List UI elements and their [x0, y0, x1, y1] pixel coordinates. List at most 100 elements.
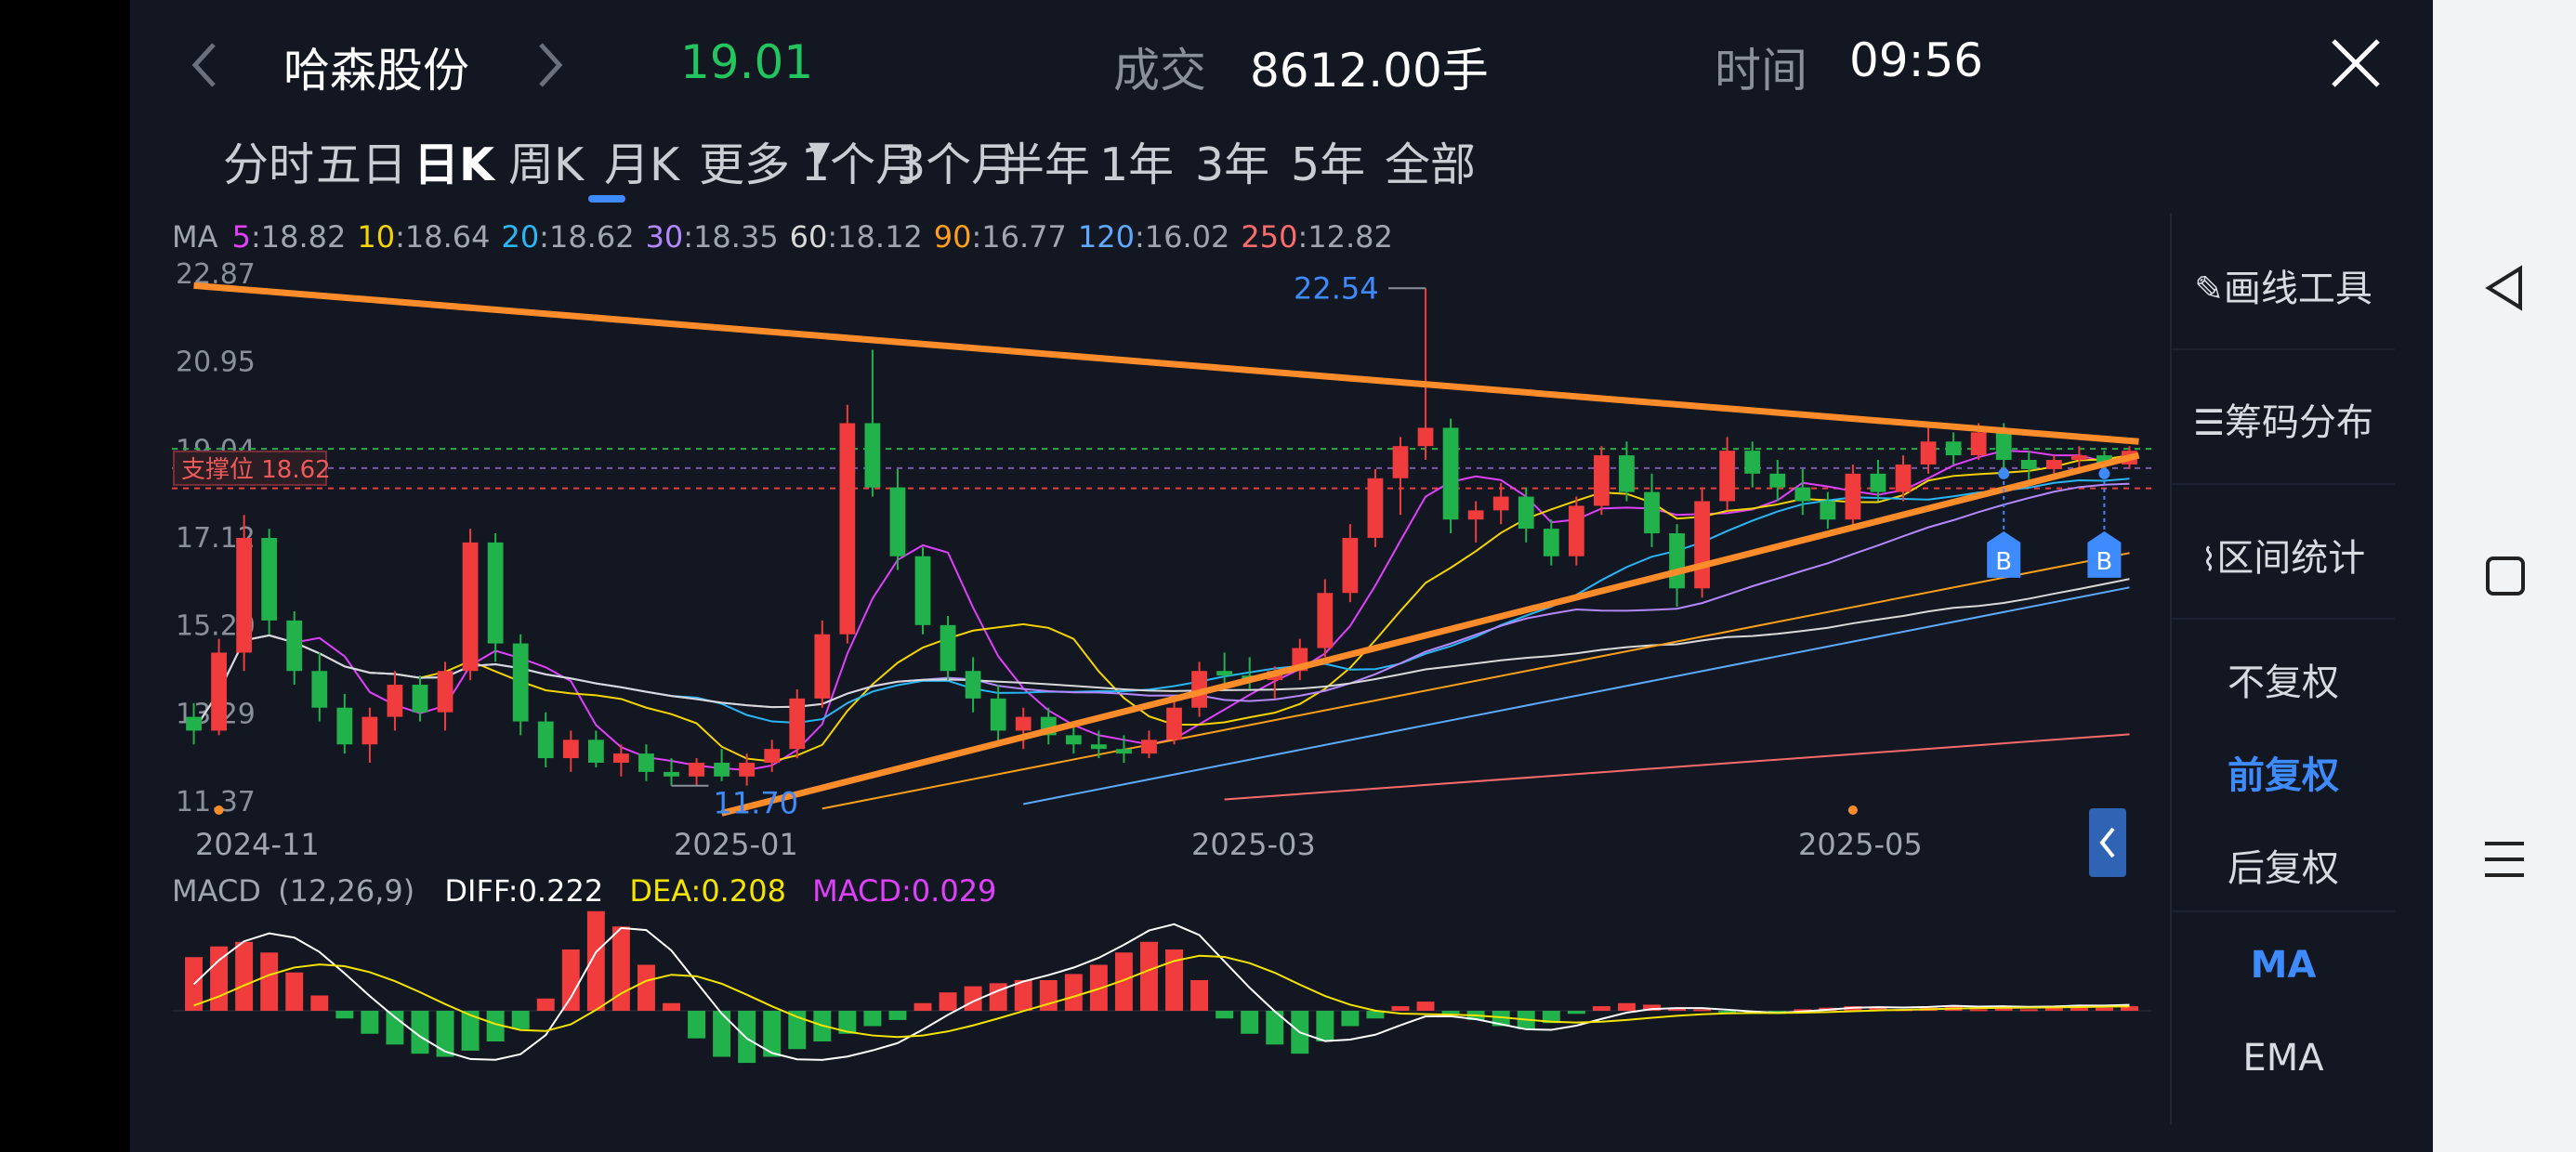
- candle-50: [1442, 418, 1459, 534]
- tab-8[interactable]: 半年: [999, 138, 1091, 191]
- macd-bar-2: [235, 941, 254, 1011]
- chevron-left-icon: [2099, 827, 2115, 858]
- ma-option[interactable]: MA: [2250, 944, 2317, 987]
- candle-30: [940, 615, 956, 681]
- candle-12: [487, 533, 504, 662]
- side-panel: ✎画线工具 ☰筹码分布 ⌇区间统计 不复权 前复权 后复权 MA EMA: [2170, 214, 2395, 1124]
- macd-bar-48: [1391, 1006, 1410, 1011]
- support-label-box: [173, 450, 327, 486]
- tab-1[interactable]: 五日: [316, 138, 408, 191]
- date-tick-1: 2025-01: [674, 827, 798, 862]
- macd-bar-74: [2044, 1007, 2063, 1011]
- macd-bar-9: [411, 1011, 429, 1054]
- tab-6[interactable]: 1个月: [801, 138, 922, 191]
- candle-14: [537, 712, 554, 767]
- macd-bar-23: [763, 1011, 782, 1057]
- tab-10[interactable]: 3年: [1195, 138, 1270, 191]
- volume-label: 成交: [1113, 44, 1206, 98]
- date-tick-3: 2025-05: [1798, 827, 1923, 862]
- candle-60: [1694, 487, 1710, 598]
- macd-bar-14: [536, 998, 555, 1011]
- macd-bar-58: [1643, 1004, 1661, 1011]
- trendline-resistance[interactable]: [193, 281, 2139, 445]
- candle-75: [2070, 446, 2087, 469]
- stock-name: 哈森股份: [283, 44, 469, 98]
- chip-distribution-button[interactable]: ☰筹码分布: [2192, 401, 2374, 444]
- ma-period-6: 120: [1077, 219, 1135, 255]
- tab-5[interactable]: 更多: [699, 138, 791, 191]
- tab-9[interactable]: 1年: [1099, 138, 1175, 191]
- macd-bar-73: [2019, 1009, 2038, 1012]
- trendline-support[interactable]: [720, 452, 2140, 817]
- home-nav-icon[interactable]: [2485, 556, 2526, 596]
- candle-0: [186, 702, 202, 745]
- macd-bar-39: [1165, 949, 1183, 1011]
- candle-56: [1594, 446, 1610, 516]
- forward-adjust-option[interactable]: 前复权: [2228, 754, 2339, 797]
- kline-screen: 哈森股份 19.01 成交 8612.00手 时间 09:56 分时 五日 日K 周K…: [130, 0, 2433, 1152]
- buy-marker-0[interactable]: B: [1987, 467, 2021, 578]
- candle-63: [1769, 460, 1786, 502]
- ema-option[interactable]: EMA: [2242, 1037, 2324, 1080]
- macd-bar-4: [285, 972, 304, 1011]
- candle-18: [638, 744, 654, 781]
- support-label: 支撑位 18.62: [181, 456, 331, 484]
- menu-nav-icon[interactable]: [2483, 838, 2526, 881]
- date-tick-2: 2025-03: [1191, 827, 1316, 862]
- candle-24: [789, 688, 806, 759]
- macd-bar-8: [386, 1011, 404, 1045]
- event-dot-0[interactable]: [214, 805, 224, 815]
- no-adjust-option[interactable]: 不复权: [2228, 661, 2339, 704]
- candle-8: [387, 671, 403, 731]
- ma-line-30: [192, 482, 2130, 731]
- prev-stock-icon[interactable]: [186, 37, 223, 93]
- tab-2[interactable]: 日K: [414, 138, 494, 191]
- tab-12[interactable]: 全部: [1385, 138, 1477, 191]
- macd-bar-46: [1341, 1011, 1360, 1027]
- candle-37: [1116, 735, 1132, 764]
- tab-7[interactable]: 3个月: [897, 138, 1018, 191]
- next-stock-icon[interactable]: [532, 37, 569, 93]
- macd-chart[interactable]: [172, 899, 2151, 1104]
- candle-73: [2020, 451, 2037, 483]
- candle-53: [1518, 487, 1534, 543]
- macd-bar-40: [1190, 980, 1209, 1011]
- ma-period-3: 30: [645, 219, 684, 255]
- macd-bar-36: [1089, 964, 1108, 1011]
- tab-3[interactable]: 周K: [508, 138, 585, 191]
- tab-4[interactable]: 月K: [604, 138, 680, 191]
- draw-tool-button[interactable]: ✎画线工具: [2194, 268, 2372, 310]
- date-tick-0: 2024-11: [195, 827, 320, 862]
- candle-27: [864, 349, 881, 497]
- macd-bar-41: [1216, 1011, 1234, 1019]
- buy-marker-text-1: B: [2096, 548, 2112, 576]
- collapse-panel-button[interactable]: [2089, 808, 2126, 877]
- candle-44: [1292, 638, 1308, 681]
- back-nav-icon[interactable]: [2483, 265, 2526, 311]
- event-dot-1[interactable]: [1847, 805, 1858, 815]
- candle-36: [1090, 730, 1107, 759]
- macd-bar-33: [1014, 980, 1032, 1011]
- candle-52: [1492, 482, 1509, 525]
- macd-bar-77: [2121, 1006, 2138, 1011]
- candle-13: [512, 634, 529, 736]
- ma-value-6: :16.02: [1134, 219, 1230, 255]
- range-stats-button[interactable]: ⌇区间统计: [2201, 537, 2366, 580]
- ma-period-2: 20: [501, 219, 540, 255]
- tab-11[interactable]: 5年: [1291, 138, 1366, 191]
- macd-bar-24: [788, 1011, 807, 1050]
- close-icon[interactable]: [2328, 35, 2384, 91]
- macd-bar-30: [939, 992, 957, 1011]
- candle-54: [1543, 519, 1559, 566]
- candle-15: [562, 730, 579, 772]
- ma-line-120: [1023, 586, 2130, 805]
- current-price: 19.01: [680, 35, 814, 89]
- macd-bar-11: [461, 1011, 480, 1051]
- macd-dea-line: [193, 954, 2130, 1039]
- macd-bar-76: [2095, 1007, 2113, 1011]
- tab-0[interactable]: 分时: [223, 138, 315, 191]
- back-adjust-option[interactable]: 后复权: [2228, 847, 2339, 890]
- candle-29: [914, 546, 931, 635]
- buy-marker-1[interactable]: B: [2087, 467, 2122, 578]
